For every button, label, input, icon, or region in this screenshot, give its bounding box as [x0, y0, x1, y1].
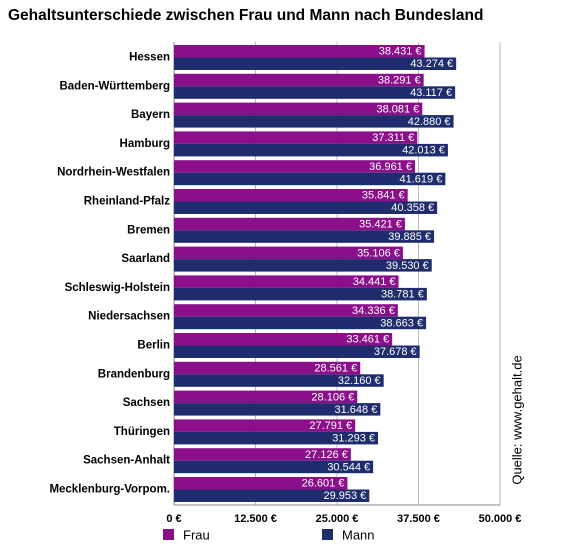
bar [174, 403, 381, 416]
value-label: 42.880 € [408, 116, 451, 128]
y-tick-label: Sachsen-Anhalt [83, 455, 170, 467]
y-tick-label: Hessen [129, 52, 170, 64]
y-tick-label: Hamburg [120, 138, 170, 150]
y-tick-label: Sachsen [123, 397, 170, 409]
value-label: 38.663 € [380, 317, 423, 329]
bar [174, 57, 457, 70]
value-label: 38.081 € [376, 103, 419, 115]
bar [174, 131, 418, 144]
bar [174, 246, 403, 260]
source: Quelle: www.gehalt.de [509, 355, 524, 484]
legend-label: Frau [183, 527, 210, 542]
bar [174, 115, 454, 128]
bar [174, 361, 361, 375]
bar [174, 102, 423, 116]
value-label: 26.601 € [302, 478, 345, 490]
value-label: 43.274 € [410, 58, 453, 70]
y-tick-label: Thüringen [114, 426, 170, 438]
value-label: 42.013 € [402, 145, 445, 157]
y-tick-label: Bayern [131, 109, 170, 121]
value-label: 34.336 € [352, 305, 395, 317]
value-label: 33.461 € [346, 334, 389, 346]
bar [174, 374, 384, 387]
bar [174, 431, 379, 445]
y-tick-label: Berlin [137, 340, 170, 352]
bar [174, 304, 398, 317]
x-tick-label: 12.500 € [234, 513, 277, 525]
bar [174, 143, 448, 157]
bar [174, 275, 399, 288]
value-label: 35.106 € [357, 247, 400, 259]
y-tick-label: Niedersachsen [88, 311, 170, 323]
bar [174, 189, 408, 202]
value-label: 28.106 € [311, 391, 354, 403]
bar [174, 86, 456, 99]
value-label: 36.961 € [369, 161, 412, 173]
value-label: 39.885 € [388, 231, 431, 243]
bar [174, 73, 424, 87]
bar [174, 287, 427, 301]
y-tick-label: Saarland [121, 253, 170, 265]
y-tick-label: Bremen [127, 224, 170, 236]
y-tick-label: Brandenburg [98, 368, 170, 380]
value-label: 38.291 € [378, 74, 421, 86]
legend-swatch [322, 529, 333, 540]
value-label: 43.117 € [410, 87, 452, 99]
y-tick-label: Baden-Württemberg [59, 80, 170, 92]
bar [174, 489, 370, 502]
value-label: 28.561 € [314, 362, 357, 374]
x-tick-label: 0 € [166, 513, 181, 525]
bar [174, 390, 358, 404]
bar [174, 333, 393, 346]
bar [174, 217, 405, 231]
bar [174, 230, 435, 243]
value-label: 40.358 € [391, 202, 434, 214]
bar [174, 316, 427, 330]
value-label: 35.841 € [362, 190, 405, 202]
value-label: 27.791 € [309, 420, 352, 432]
value-label: 41.619 € [400, 173, 443, 185]
legend-swatch [163, 529, 174, 540]
x-tick-label: 50.000 € [479, 513, 522, 525]
bar [174, 419, 356, 432]
value-label: 37.311 € [372, 132, 414, 144]
bar [174, 45, 425, 58]
bar [174, 345, 420, 358]
value-label: 39.530 € [386, 260, 429, 272]
value-label: 29.953 € [323, 490, 366, 502]
bar [174, 201, 438, 214]
legend-label: Mann [342, 527, 375, 542]
value-label: 38.431 € [379, 46, 422, 58]
value-label: 31.293 € [332, 433, 375, 445]
bar [174, 160, 415, 173]
bar [174, 259, 432, 272]
value-label: 37.678 € [374, 346, 417, 358]
y-tick-label: Rheinland-Pfalz [84, 196, 171, 208]
y-tick-label: Mecklenburg-Vorpom. [49, 484, 170, 496]
bar [174, 477, 348, 490]
value-label: 32.160 € [338, 375, 381, 387]
bar [174, 460, 374, 474]
bar [174, 448, 351, 461]
value-label: 30.544 € [327, 461, 370, 473]
y-tick-label: Nordrhein-Westfalen [57, 167, 170, 179]
value-label: 38.781 € [381, 289, 424, 301]
y-tick-label: Schleswig-Holstein [65, 282, 170, 294]
value-label: 31.648 € [335, 404, 378, 416]
bar [174, 172, 446, 186]
value-label: 35.421 € [359, 218, 402, 230]
chart-title: Gehaltsunterschiede zwischen Frau und Ma… [8, 7, 483, 24]
x-tick-label: 25.000 € [316, 513, 359, 525]
value-label: 27.126 € [305, 449, 348, 461]
x-tick-label: 37.500 € [397, 513, 440, 525]
value-label: 34.441 € [353, 276, 396, 288]
